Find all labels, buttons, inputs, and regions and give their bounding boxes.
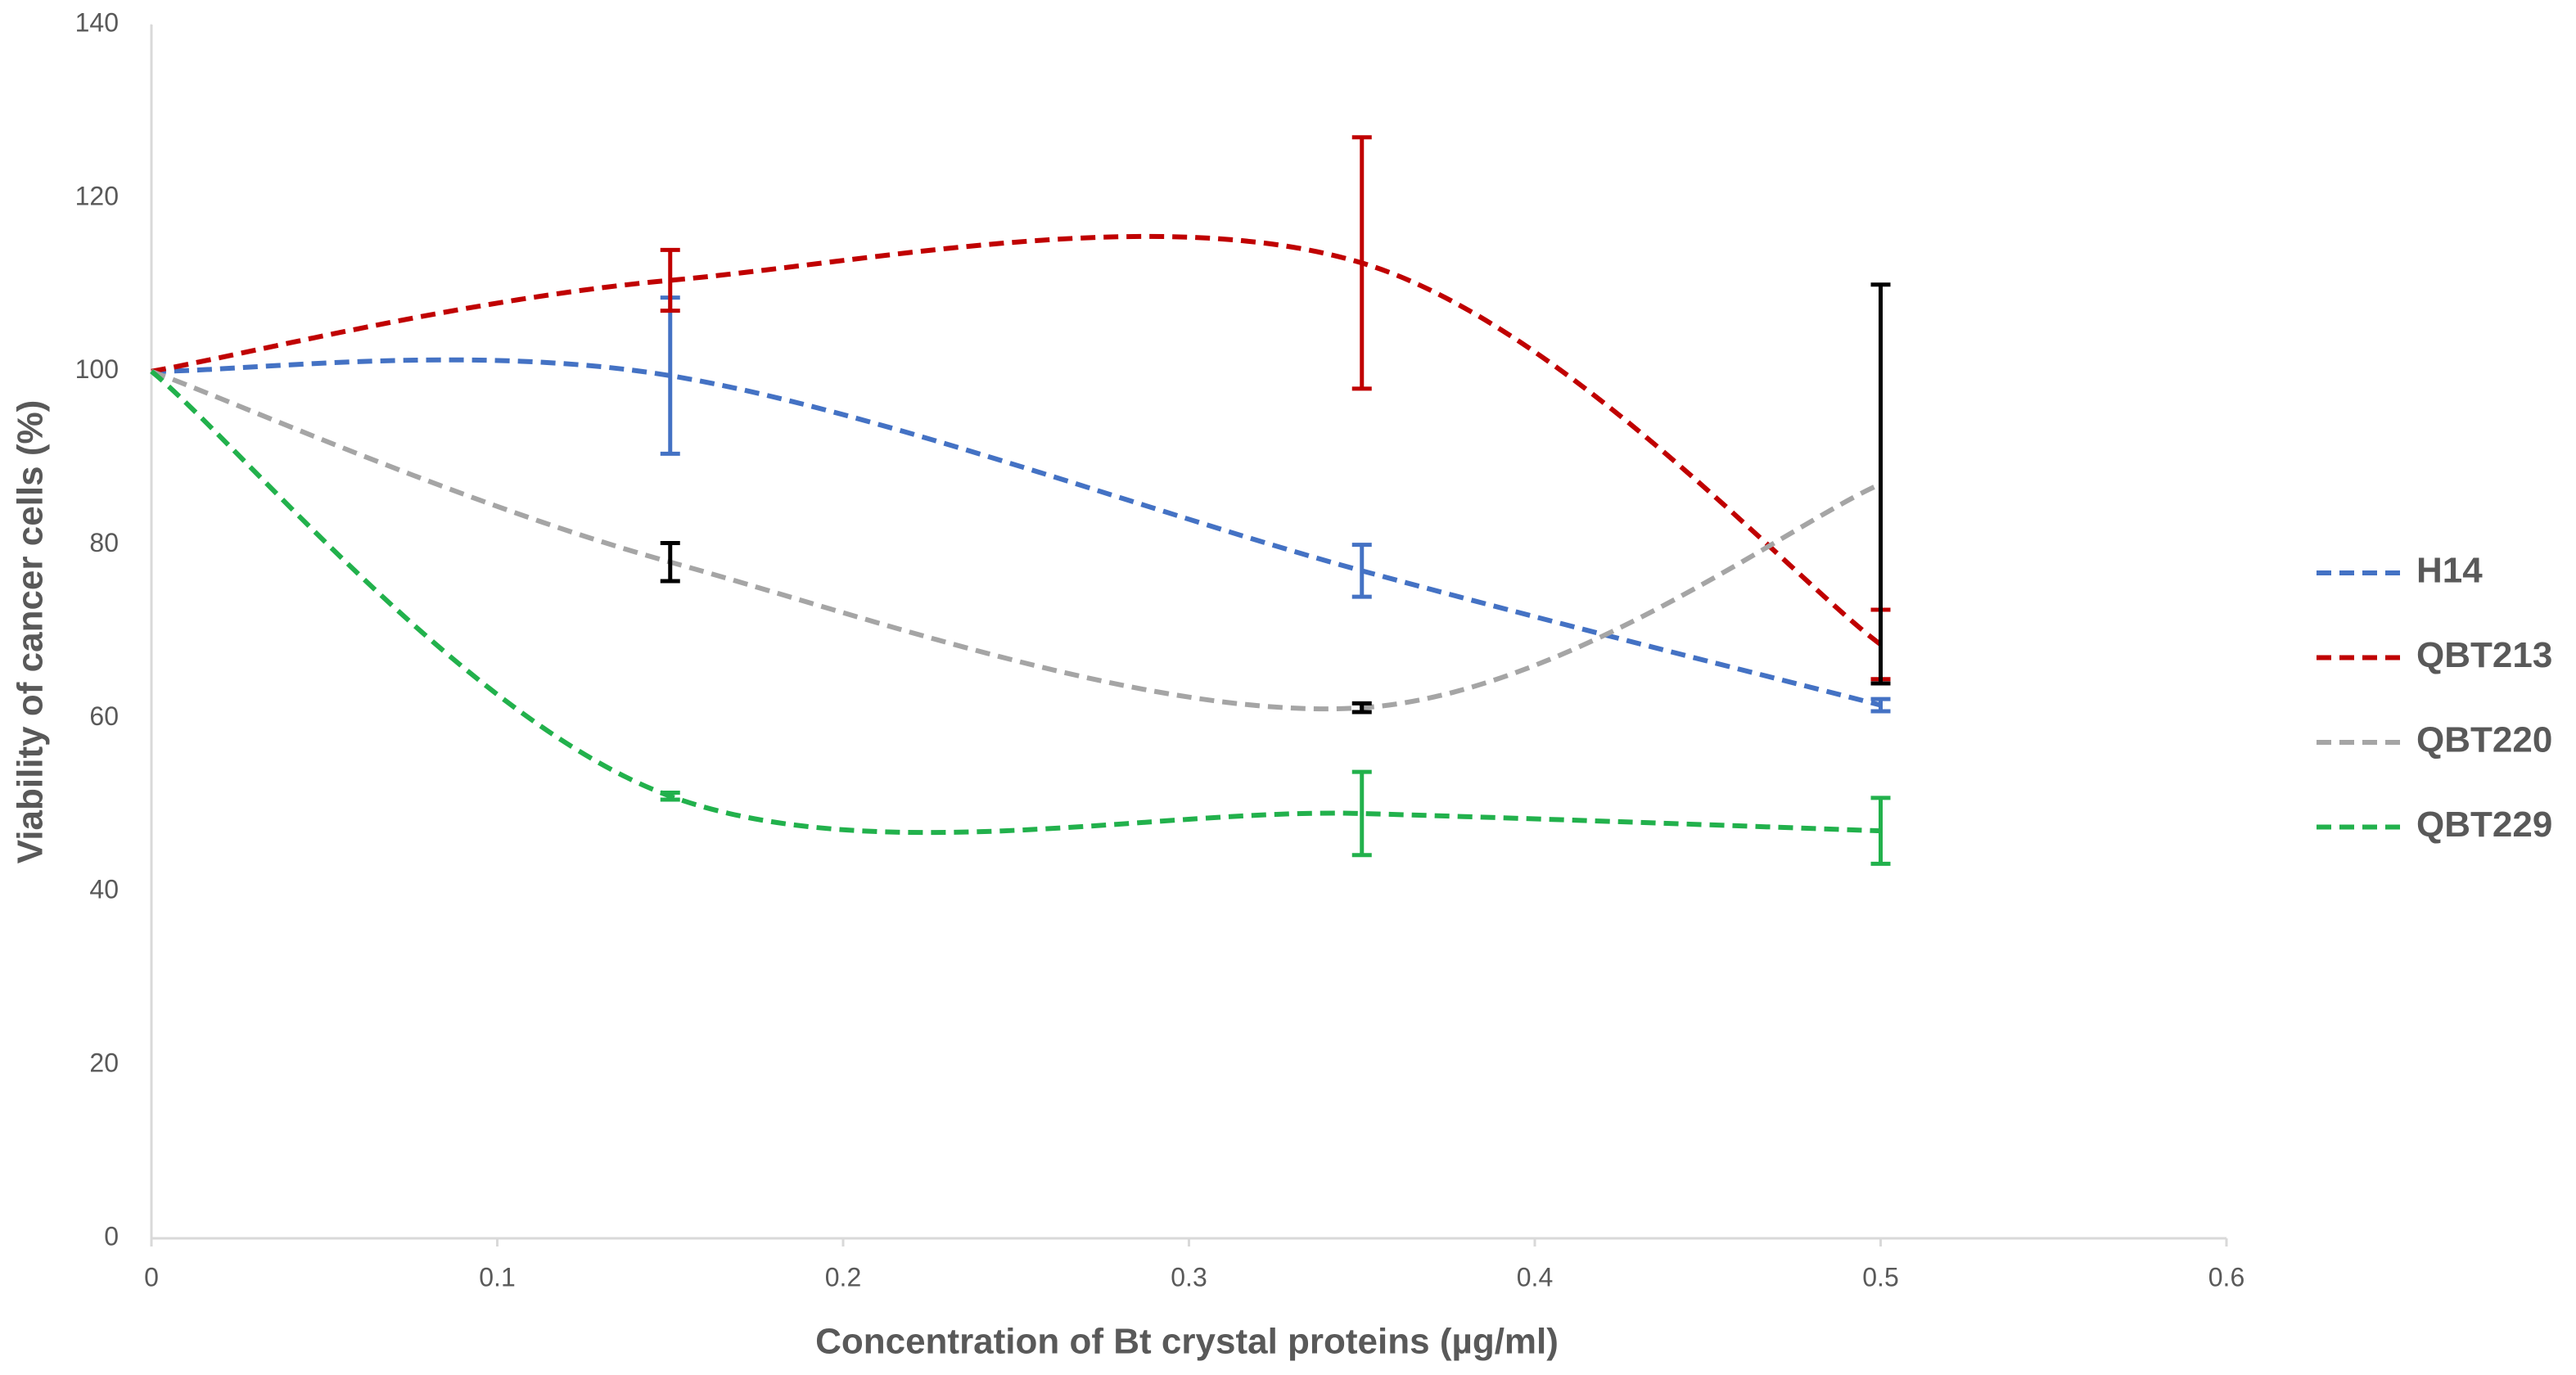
series-line [151, 357, 1882, 708]
y-tick-label: 40 [89, 875, 119, 904]
series-line [150, 368, 1882, 712]
error-bar [1351, 769, 1372, 858]
legend-label: H14 [2416, 551, 2483, 591]
error-bar [660, 791, 680, 802]
series-line [151, 233, 1883, 647]
error-bar [1351, 701, 1372, 715]
x-axis-title: Concentration of Bt crystal proteins (µg… [815, 1322, 1559, 1362]
x-tick-label: 0 [144, 1262, 159, 1292]
y-tick-label: 60 [89, 701, 119, 731]
x-tick-label: 0.4 [1517, 1262, 1553, 1292]
x-tick-label: 0.1 [479, 1262, 515, 1292]
y-tick-label: 80 [89, 528, 119, 557]
x-tick-label: 0.6 [2208, 1262, 2244, 1292]
error-bar [1351, 543, 1372, 599]
legend-label: QBT213 [2416, 635, 2552, 675]
series-line [150, 369, 1881, 836]
y-tick-label: 100 [75, 354, 119, 384]
error-bar [660, 540, 680, 584]
y-tick-label: 140 [75, 7, 119, 37]
legend-label: QBT229 [2416, 805, 2552, 845]
x-tick-label: 0.5 [1862, 1262, 1898, 1292]
y-tick-label: 120 [75, 181, 119, 210]
x-tick-label: 0.3 [1171, 1262, 1207, 1292]
error-bar [1870, 282, 1891, 686]
y-tick-label: 0 [104, 1221, 119, 1251]
error-bar [1870, 796, 1891, 866]
y-axis-title: Viability of cancer cells (%) [11, 400, 51, 864]
error-bar [660, 247, 680, 313]
error-bar [1351, 135, 1372, 391]
error-bar [1870, 697, 1891, 714]
x-tick-label: 0.2 [825, 1262, 861, 1292]
y-tick-label: 20 [89, 1048, 119, 1078]
legend-label: QBT220 [2416, 720, 2552, 760]
